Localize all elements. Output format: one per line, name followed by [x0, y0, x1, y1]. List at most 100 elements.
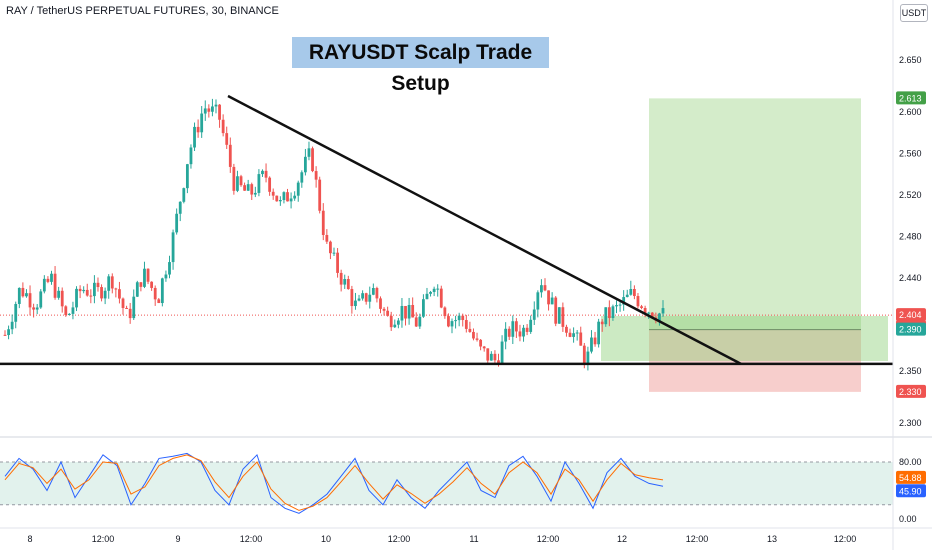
candle-body: [325, 234, 329, 242]
candle-body: [232, 166, 236, 191]
candle-body: [93, 282, 96, 297]
stop-loss-zone: [649, 329, 861, 392]
time-tick-label: 13: [767, 534, 777, 544]
candle-body: [447, 316, 450, 327]
candle-body: [178, 201, 182, 214]
candle-body: [607, 307, 611, 319]
rsi-series-line: [4, 454, 664, 511]
candle-body: [46, 278, 50, 282]
price-badge: 2.330: [899, 387, 922, 397]
candle-body: [311, 148, 314, 172]
candle-body: [257, 174, 261, 193]
candle-body: [110, 276, 114, 289]
price-tick-label: 2.440: [899, 273, 922, 283]
candle-body: [661, 308, 665, 314]
candle-body: [261, 170, 264, 175]
candle-body: [450, 321, 454, 327]
time-tick-label: 12:00: [834, 534, 857, 544]
candle-body: [282, 192, 286, 201]
candle-body: [472, 331, 475, 339]
rsi-badge-bg: [896, 470, 926, 484]
candle-body: [625, 294, 629, 298]
candle-body: [314, 171, 318, 180]
candle-body: [386, 310, 390, 316]
candle-body: [75, 288, 78, 308]
candle-body: [554, 297, 558, 324]
candle-body: [329, 241, 332, 254]
candle-body: [164, 274, 168, 279]
candle-body: [529, 319, 533, 332]
candle-body: [425, 293, 429, 300]
candle-body: [582, 345, 586, 365]
candle-body: [21, 287, 25, 297]
candle-body: [479, 339, 483, 347]
candle-body: [118, 289, 121, 299]
candle-body: [264, 170, 268, 178]
candle-body: [132, 296, 136, 319]
candle-body: [17, 287, 21, 304]
price-tick-label: 2.480: [899, 231, 922, 241]
price-badge-bg: [896, 384, 926, 398]
rsi-tick-label: 80.00: [899, 457, 922, 467]
candle-body: [375, 287, 379, 299]
candle-body: [650, 312, 654, 318]
candle-body: [64, 306, 68, 315]
time-tick-label: 11: [469, 534, 478, 544]
candle-body: [3, 334, 7, 336]
candle-body: [454, 320, 457, 322]
candle-body: [486, 348, 490, 361]
candle-body: [28, 293, 32, 308]
candle-body: [354, 300, 357, 307]
candle-body: [568, 332, 572, 337]
candle-body: [214, 104, 218, 107]
candle-body: [321, 210, 325, 235]
price-badge: 2.390: [899, 325, 922, 335]
candle-body: [443, 307, 447, 317]
candle-body: [10, 321, 14, 330]
candle-body: [300, 172, 304, 183]
candle-body: [39, 291, 43, 308]
candle-body: [361, 293, 365, 299]
candle-body: [203, 108, 207, 114]
candle-body: [597, 321, 601, 345]
time-tick-label: 12:00: [686, 534, 709, 544]
candle-body: [246, 184, 250, 191]
candle-body: [121, 298, 125, 308]
candle-body: [464, 320, 468, 329]
candle-body: [640, 306, 643, 308]
rsi-badge-bg: [896, 484, 926, 498]
rsi-tick-label: 0.00: [899, 514, 917, 524]
candle-body: [540, 285, 543, 293]
price-tick-label: 2.350: [899, 366, 922, 376]
price-badge-bg: [896, 91, 926, 105]
candle-body: [379, 298, 382, 309]
candle-body: [500, 341, 504, 364]
candle-body: [78, 288, 82, 292]
candle-body: [146, 268, 150, 282]
candle-body: [67, 313, 71, 315]
candle-body: [14, 303, 18, 322]
candle-body: [429, 291, 432, 294]
rsi-badge: 45.90: [899, 486, 922, 496]
candle-body: [615, 305, 618, 307]
annotation-title[interactable]: RAYUSDT Scalp Trade Setup: [292, 37, 549, 95]
candle-body: [336, 252, 339, 273]
candle-body: [557, 307, 561, 324]
time-tick-label: 9: [175, 534, 180, 544]
time-tick-label: 12:00: [388, 534, 411, 544]
time-tick-label: 8: [27, 534, 32, 544]
candle-body: [128, 308, 132, 319]
candle-body: [371, 287, 375, 295]
candle-body: [572, 333, 575, 337]
trendlines: [0, 94, 893, 366]
candle-body: [193, 126, 196, 148]
candle-body: [236, 176, 239, 191]
candle-body: [286, 192, 289, 202]
currency-badge[interactable]: USDT: [900, 4, 928, 22]
candle-body: [504, 328, 508, 342]
trade-zones: [0, 98, 893, 392]
candle-body: [250, 184, 254, 195]
candle-body: [243, 185, 246, 191]
resistance-trendline: [227, 94, 742, 365]
